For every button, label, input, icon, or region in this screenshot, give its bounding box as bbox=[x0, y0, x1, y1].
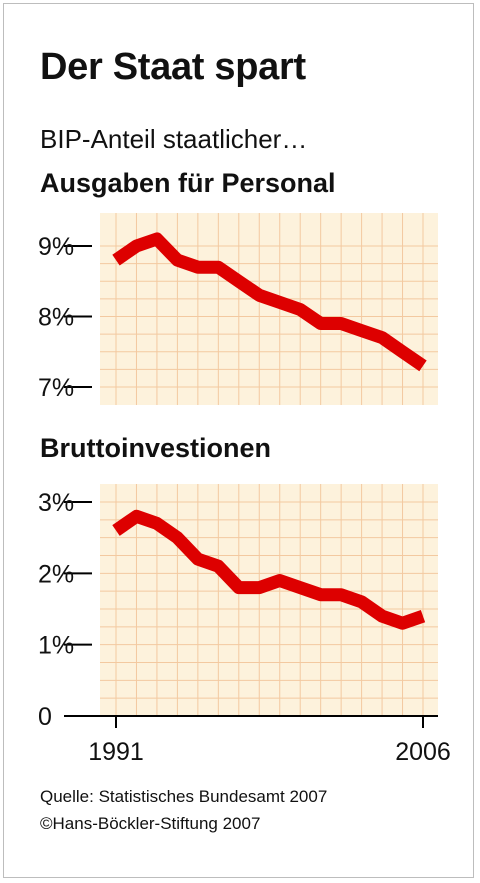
series-line-1 bbox=[112, 232, 427, 372]
series-line-2 bbox=[112, 509, 426, 630]
page-title: Der Staat spart bbox=[40, 46, 306, 88]
y-tick-label: 7% bbox=[38, 374, 74, 402]
copyright-note: ©Hans-Böckler-Stiftung 2007 bbox=[40, 814, 261, 833]
subtitle: BIP-Anteil staatlicher… bbox=[40, 124, 308, 154]
y-tick-label: 9% bbox=[38, 233, 74, 261]
y-tick-label: 0 bbox=[38, 703, 52, 731]
y-tick-label: 1% bbox=[38, 632, 74, 660]
source-note: Quelle: Statistisches Bundesamt 2007 bbox=[40, 787, 328, 806]
x-tick-label: 2006 bbox=[395, 738, 451, 766]
y-tick-label: 2% bbox=[38, 560, 74, 588]
chart-title-personal: Ausgaben für Personal bbox=[40, 168, 336, 198]
x-tick-label: 1991 bbox=[88, 738, 144, 766]
chart-title-investment: Bruttoinvestionen bbox=[40, 433, 272, 463]
y-tick-label: 8% bbox=[38, 304, 74, 332]
y-tick-label: 3% bbox=[38, 489, 74, 517]
infographic-frame bbox=[3, 3, 474, 878]
